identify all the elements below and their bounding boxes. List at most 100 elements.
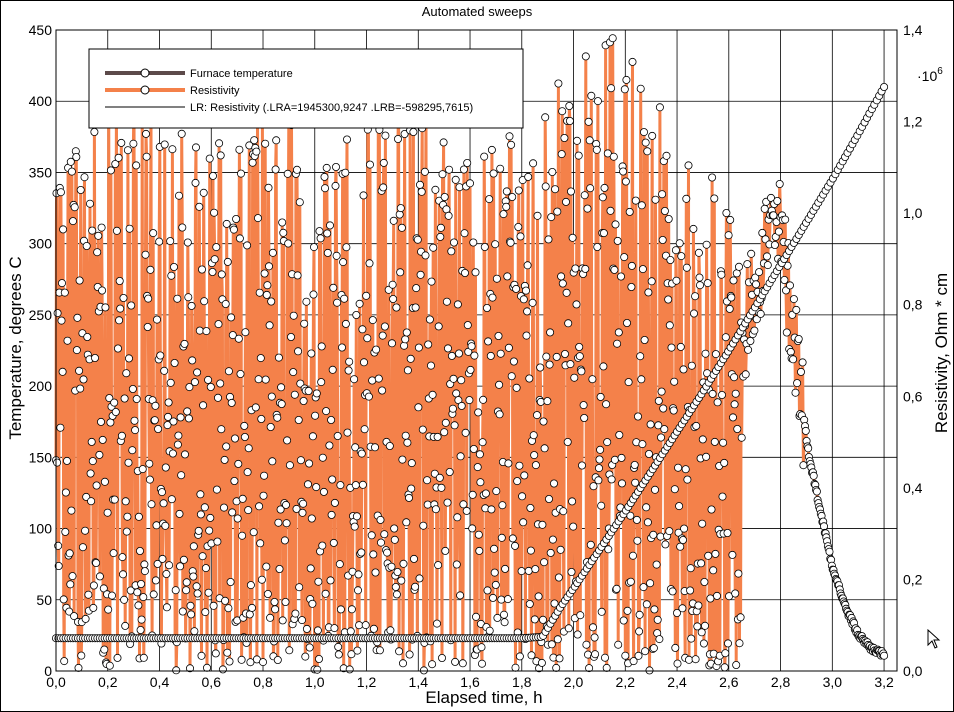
resistivity-point [633,536,642,545]
resistivity-point [666,255,675,264]
resistivity-point [701,621,710,630]
resistivity-point [685,655,694,664]
resistivity-point [325,441,334,450]
resistivity-point [95,450,104,459]
resistivity-point [276,505,285,514]
resistivity-point [201,608,210,617]
resistivity-point [167,271,176,280]
resistivity-point [541,113,550,122]
resistivity-point [301,652,310,661]
resistivity-point [505,132,514,141]
resistivity-point [515,652,524,661]
resistivity-point [660,425,669,434]
resistivity-point [445,467,454,476]
resistivity-point [341,168,350,177]
resistivity-point [154,424,163,433]
resistivity-point [119,570,128,579]
resistivity-point [710,437,719,446]
resistivity-point [316,234,325,243]
resistivity-point [271,605,280,614]
right-axis-multiplier: ·106 [917,66,943,84]
resistivity-point [475,450,484,459]
resistivity-point [554,79,563,88]
resistivity-point [91,353,100,362]
resistivity-point [774,227,783,236]
resistivity-point [486,351,495,360]
resistivity-point [466,365,475,374]
resistivity-point [252,147,261,156]
resistivity-point [675,239,684,248]
resistivity-point [531,565,540,574]
resistivity-point [111,159,120,168]
resistivity-point [69,217,78,226]
resistivity-point [372,345,381,354]
resistivity-point [294,415,303,424]
resistivity-point [380,322,389,331]
resistivity-point [218,665,227,674]
resistivity-point [70,612,79,621]
mouse-pointer-icon [927,629,941,649]
resistivity-point [471,268,480,277]
resistivity-point [285,461,294,470]
resistivity-point [81,614,90,623]
resistivity-point [177,129,186,138]
resistivity-point [303,480,312,489]
resistivity-point [114,344,123,353]
resistivity-point [56,188,65,197]
resistivity-point [397,576,406,585]
resistivity-point [262,562,271,571]
resistivity-point [664,214,673,223]
left-y-tick-label: 300 [29,236,53,252]
resistivity-point [209,601,218,610]
resistivity-point [782,328,791,337]
legend-item-furnace-temperature: Furnace temperature [105,68,293,80]
resistivity-point [492,274,501,283]
resistivity-point [189,542,198,551]
resistivity-point [138,465,147,474]
resistivity-point [463,158,472,167]
resistivity-point [202,663,211,672]
resistivity-point [463,321,472,330]
resistivity-point [127,301,136,310]
resistivity-point [617,453,626,462]
resistivity-point [155,237,164,246]
resistivity-point [636,84,645,93]
resistivity-point [615,430,624,439]
resistivity-point [557,272,566,281]
resistivity-point [701,349,710,358]
resistivity-point [628,57,637,66]
resistivity-point [744,345,753,354]
resistivity-point [592,145,601,154]
resistivity-point [496,349,505,358]
resistivity-point [587,91,596,100]
resistivity-point [340,294,349,303]
resistivity-point [506,238,515,247]
resistivity-point [344,366,353,375]
resistivity-point [247,603,256,612]
resistivity-point [216,379,225,388]
resistivity-point [352,310,361,319]
resistivity-point [331,181,340,190]
resistivity-point [92,559,101,568]
resistivity-point [354,570,363,579]
resistivity-point [72,152,81,161]
resistivity-point [423,500,432,509]
resistivity-point [365,160,374,169]
resistivity-point [185,664,194,673]
resistivity-point [162,603,171,612]
resistivity-point [820,522,829,531]
legend-label-furnace-temperature: Furnace temperature [190,68,293,80]
resistivity-point [187,301,196,310]
resistivity-point [524,566,533,575]
resistivity-point [591,650,600,659]
resistivity-point [801,426,810,435]
resistivity-point [763,252,772,261]
resistivity-point [614,640,623,649]
resistivity-point [573,630,582,639]
resistivity-point [311,411,320,420]
resistivity-point [672,276,681,285]
resistivity-point [492,487,501,496]
resistivity-point [213,537,222,546]
resistivity-point [237,655,246,664]
x-tick-label: 2,8 [771,674,791,690]
